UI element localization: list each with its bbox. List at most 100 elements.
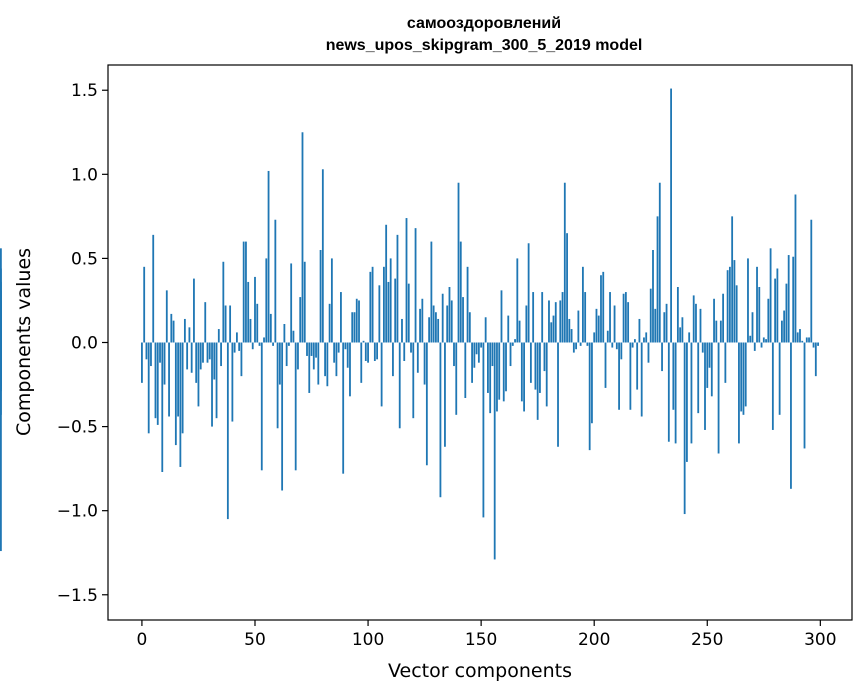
x-tick-label: 0 <box>137 630 148 650</box>
bar <box>557 342 559 447</box>
bar <box>792 256 795 343</box>
bar <box>0 281 2 343</box>
x-axis: 0 50 100 150 200 250 300 <box>137 620 837 650</box>
bar <box>389 258 392 343</box>
bar <box>738 342 740 444</box>
bar <box>679 327 682 343</box>
bar <box>177 342 180 417</box>
bar <box>380 342 383 407</box>
bar <box>299 297 302 343</box>
bar <box>199 342 202 370</box>
bar <box>349 342 351 397</box>
bar <box>183 318 186 343</box>
bar <box>627 302 630 343</box>
bar <box>686 342 688 462</box>
bar <box>545 342 548 407</box>
bar <box>346 342 349 368</box>
bar <box>217 329 220 343</box>
bar <box>319 250 322 343</box>
bar <box>661 342 663 372</box>
bar <box>382 266 385 343</box>
bar <box>581 266 584 343</box>
bar <box>525 305 528 343</box>
bar <box>301 132 304 343</box>
bar <box>170 313 173 343</box>
bar <box>539 342 541 393</box>
bar <box>735 285 738 343</box>
bar <box>430 241 433 343</box>
bar <box>611 342 614 348</box>
bar <box>794 194 797 343</box>
bar <box>242 241 245 343</box>
bar <box>439 342 442 498</box>
bar <box>457 182 460 343</box>
bar <box>516 258 519 343</box>
bar <box>484 317 487 343</box>
bar <box>554 302 557 343</box>
bar <box>634 339 636 343</box>
bar <box>489 342 492 414</box>
x-tick-label: 100 <box>352 630 384 650</box>
bar <box>249 318 252 343</box>
bar <box>652 250 654 343</box>
bar <box>783 310 786 343</box>
bar <box>790 342 792 489</box>
bar <box>236 332 238 343</box>
chart-subtitle: news_upos_skipgram_300_5_2019 model <box>326 37 643 54</box>
bar <box>193 278 195 343</box>
bar <box>186 342 189 370</box>
bar <box>276 342 279 429</box>
bar <box>638 318 641 343</box>
bar <box>550 322 553 343</box>
bar <box>774 278 777 343</box>
bar <box>502 342 505 402</box>
bar <box>208 342 211 360</box>
bar <box>398 342 401 429</box>
bar <box>328 303 331 343</box>
bar <box>340 292 342 343</box>
bar <box>600 275 602 343</box>
bar <box>742 342 745 415</box>
bar <box>326 342 329 387</box>
bar <box>150 342 152 367</box>
bar <box>534 342 537 390</box>
bar <box>197 342 200 407</box>
bar <box>435 312 437 343</box>
y-axis: −1.5 −1.0 −0.5 0.0 0.5 1.0 1.5 <box>57 81 108 606</box>
bar <box>288 342 290 346</box>
bar <box>629 342 632 410</box>
bar <box>333 342 336 363</box>
bar <box>523 342 525 412</box>
bar <box>263 337 265 343</box>
bar <box>552 315 555 343</box>
bar <box>468 312 471 343</box>
x-tick-label: 250 <box>691 630 723 650</box>
bar <box>801 340 804 343</box>
bar <box>441 293 444 343</box>
bar <box>500 290 503 343</box>
y-axis-label: Components values <box>13 248 35 436</box>
bar <box>432 305 435 343</box>
bar <box>787 255 790 343</box>
bar <box>312 342 315 370</box>
bar <box>369 271 372 343</box>
bar <box>376 342 379 360</box>
bar <box>498 342 501 400</box>
bar <box>222 261 225 343</box>
bar <box>548 300 550 343</box>
bar <box>310 342 313 356</box>
bar <box>765 339 767 343</box>
bar <box>204 302 207 343</box>
bar <box>776 268 779 343</box>
bar <box>683 342 686 515</box>
bar <box>622 293 625 343</box>
bar <box>536 342 539 420</box>
bar <box>670 88 672 343</box>
bar <box>814 342 817 377</box>
bar <box>706 342 709 388</box>
bar <box>358 300 360 343</box>
bar <box>575 342 578 350</box>
bar <box>258 342 261 346</box>
bar <box>744 342 747 407</box>
bar <box>658 182 661 343</box>
